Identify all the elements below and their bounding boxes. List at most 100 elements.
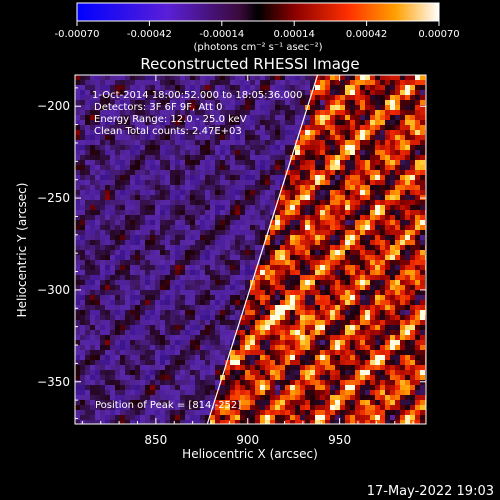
heatmap-cell: [395, 315, 400, 320]
heatmap-cell: [295, 395, 300, 400]
heatmap-cell: [115, 230, 120, 235]
heatmap-cell: [380, 365, 385, 370]
heatmap-cell: [330, 395, 335, 400]
heatmap-cell: [395, 330, 400, 335]
heatmap-cell: [145, 385, 150, 390]
heatmap-cell: [365, 335, 370, 340]
heatmap-cell: [360, 395, 365, 400]
heatmap-cell: [95, 155, 100, 160]
heatmap-cell: [170, 395, 175, 400]
heatmap-cell: [170, 325, 175, 330]
heatmap-cell: [185, 385, 190, 390]
heatmap-cell: [245, 410, 250, 415]
heatmap-cell: [350, 85, 355, 90]
heatmap-cell: [360, 110, 365, 115]
heatmap-cell: [170, 175, 175, 180]
solar-limb-line: [206, 75, 319, 424]
heatmap-cell: [130, 405, 135, 410]
heatmap-cell: [340, 360, 345, 365]
heatmap-cell: [275, 380, 280, 385]
heatmap-cell: [275, 375, 280, 380]
heatmap-cell: [155, 155, 160, 160]
heatmap-cell: [170, 115, 175, 120]
heatmap-cell: [185, 100, 190, 105]
heatmap-cell: [420, 260, 425, 265]
heatmap-cell: [230, 420, 235, 424]
heatmap-cell: [370, 170, 375, 175]
heatmap-cell: [85, 275, 90, 280]
colorbar-tick-label: -0.00042: [127, 29, 172, 40]
heatmap-cell: [320, 125, 325, 130]
heatmap-cell: [180, 240, 185, 245]
heatmap-cell: [90, 245, 95, 250]
heatmap-cell: [120, 200, 125, 205]
heatmap-cell: [355, 420, 360, 424]
heatmap-cell: [295, 200, 300, 205]
heatmap-cell: [285, 385, 290, 390]
heatmap-cell: [155, 340, 160, 345]
heatmap-cell: [195, 80, 200, 85]
heatmap-cell: [290, 240, 295, 245]
heatmap-cell: [335, 210, 340, 215]
heatmap-cell: [375, 355, 380, 360]
heatmap-cell: [165, 250, 170, 255]
heatmap-cell: [205, 345, 210, 350]
heatmap-cell: [95, 185, 100, 190]
heatmap-cell: [225, 215, 230, 220]
heatmap-cell: [90, 110, 95, 115]
heatmap-cell: [200, 290, 205, 295]
heatmap-cell: [375, 120, 380, 125]
heatmap-cell: [400, 75, 405, 80]
heatmap-cell: [210, 275, 215, 280]
heatmap-cell: [155, 295, 160, 300]
heatmap-cell: [295, 230, 300, 235]
heatmap-cell: [80, 215, 85, 220]
heatmap-cell: [395, 190, 400, 195]
heatmap-cell: [300, 400, 305, 405]
heatmap-cell: [95, 295, 100, 300]
heatmap-cell: [190, 385, 195, 390]
heatmap-cell: [320, 300, 325, 305]
heatmap-cell: [180, 180, 185, 185]
heatmap-cell: [390, 390, 395, 395]
heatmap-cell: [285, 120, 290, 125]
heatmap-cell: [115, 360, 120, 365]
heatmap-cell: [355, 275, 360, 280]
heatmap-cell: [125, 255, 130, 260]
heatmap-cell: [105, 85, 110, 90]
heatmap-cell: [385, 325, 390, 330]
heatmap-cell: [75, 215, 80, 220]
heatmap-cell: [390, 80, 395, 85]
heatmap-cell: [180, 245, 185, 250]
heatmap-cell: [365, 280, 370, 285]
heatmap-cell: [305, 420, 310, 424]
heatmap-cell: [220, 410, 225, 415]
heatmap-cell: [120, 135, 125, 140]
heatmap-cell: [370, 180, 375, 185]
heatmap-cell: [125, 325, 130, 330]
heatmap-cell: [275, 155, 280, 160]
heatmap-cell: [340, 335, 345, 340]
heatmap-cell: [395, 365, 400, 370]
heatmap-cell: [185, 415, 190, 420]
heatmap-cell: [350, 170, 355, 175]
heatmap-cell: [270, 185, 275, 190]
heatmap-cell: [285, 390, 290, 395]
heatmap-cell: [95, 130, 100, 135]
heatmap-cell: [120, 150, 125, 155]
heatmap-cell: [125, 95, 130, 100]
heatmap-cell: [195, 110, 200, 115]
heatmap-cell: [245, 315, 250, 320]
heatmap-cell: [405, 305, 410, 310]
heatmap-cell: [250, 275, 255, 280]
heatmap-cell: [200, 235, 205, 240]
heatmap-cell: [410, 335, 415, 340]
heatmap-cell: [245, 185, 250, 190]
heatmap-cell: [270, 240, 275, 245]
heatmap-cell: [400, 375, 405, 380]
heatmap-cell: [300, 80, 305, 85]
heatmap-cell: [370, 145, 375, 150]
heatmap-cell: [310, 275, 315, 280]
heatmap-cell: [185, 395, 190, 400]
heatmap-cell: [420, 250, 425, 255]
